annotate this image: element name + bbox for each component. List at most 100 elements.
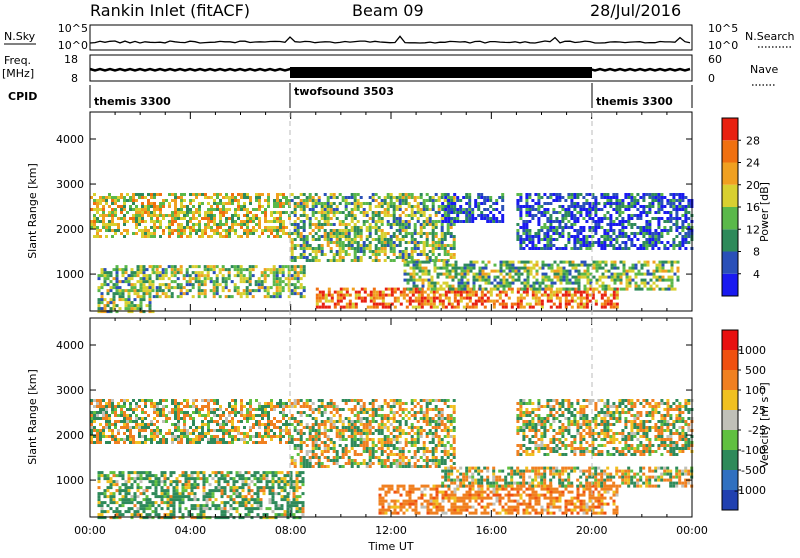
data-cell [512, 276, 515, 279]
data-cell [203, 513, 206, 516]
data-cell [414, 250, 417, 253]
data-cell [555, 196, 558, 199]
data-cell [375, 256, 378, 259]
data-cell [141, 423, 144, 426]
data-cell [576, 238, 579, 241]
data-cell [582, 229, 585, 232]
data-cell [660, 208, 663, 211]
data-cell [221, 513, 224, 516]
data-cell [312, 235, 315, 238]
data-cell [297, 226, 300, 229]
data-cell [246, 232, 249, 235]
data-cell [451, 291, 454, 294]
data-cell [222, 289, 225, 292]
data-cell [191, 483, 194, 486]
data-cell [393, 244, 396, 247]
data-cell [419, 270, 422, 273]
data-cell [410, 273, 413, 276]
data-cell [579, 211, 582, 214]
data-cell [629, 270, 632, 273]
data-cell [282, 286, 285, 289]
data-cell [300, 268, 303, 271]
data-cell [357, 229, 360, 232]
data-cell [198, 235, 201, 238]
data-cell [243, 193, 246, 196]
data-cell [412, 294, 415, 297]
data-cell [569, 282, 572, 285]
data-cell [378, 241, 381, 244]
data-cell [186, 399, 189, 402]
data-cell [678, 205, 681, 208]
data-cell [564, 214, 567, 217]
data-cell [388, 303, 391, 306]
data-cell [621, 199, 624, 202]
data-cell [222, 196, 225, 199]
data-cell [525, 235, 528, 238]
data-cell [454, 300, 457, 303]
data-cell [123, 202, 126, 205]
data-cell [183, 274, 186, 277]
data-cell [364, 300, 367, 303]
data-cell [303, 265, 306, 268]
data-cell [428, 273, 431, 276]
data-cell [246, 226, 249, 229]
data-cell [489, 217, 492, 220]
data-cell [237, 214, 240, 217]
data-cell [533, 285, 536, 288]
data-cell [390, 241, 393, 244]
data-cell [413, 279, 416, 282]
data-cell [174, 438, 177, 441]
data-cell [144, 435, 147, 438]
data-cell [444, 250, 447, 253]
data-cell [162, 438, 165, 441]
data-cell [297, 232, 300, 235]
data-cell [369, 229, 372, 232]
data-cell [177, 226, 180, 229]
data-cell [644, 261, 647, 264]
data-cell [538, 297, 541, 300]
data-cell [474, 199, 477, 202]
data-cell [327, 232, 330, 235]
data-cell [267, 435, 270, 438]
data-cell [421, 300, 424, 303]
data-cell [469, 291, 472, 294]
data-cell [297, 244, 300, 247]
data-cell [653, 288, 656, 291]
data-cell [173, 480, 176, 483]
data-cell [122, 268, 125, 271]
data-cell [131, 304, 134, 307]
data-cell [122, 471, 125, 474]
data-cell [189, 405, 192, 408]
data-cell [530, 267, 533, 270]
data-cell [203, 483, 206, 486]
data-cell [550, 291, 553, 294]
data-cell [168, 432, 171, 435]
data-cell [122, 298, 125, 301]
data-cell [537, 238, 540, 241]
data-cell [116, 286, 119, 289]
data-cell [177, 208, 180, 211]
data-cell [185, 474, 188, 477]
data-cell [159, 205, 162, 208]
data-cell [578, 279, 581, 282]
data-cell [231, 199, 234, 202]
data-cell [173, 471, 176, 474]
data-cell [462, 196, 465, 199]
data-cell [270, 226, 273, 229]
data-cell [426, 253, 429, 256]
data-cell [330, 202, 333, 205]
data-cell [399, 226, 402, 229]
data-cell [633, 214, 636, 217]
data-cell [98, 492, 101, 495]
data-cell [534, 202, 537, 205]
data-cell [252, 232, 255, 235]
data-cell [471, 217, 474, 220]
data-cell [140, 492, 143, 495]
data-cell [203, 480, 206, 483]
data-cell [198, 277, 201, 280]
data-cell [426, 205, 429, 208]
data-cell [318, 202, 321, 205]
data-cell [209, 498, 212, 501]
data-cell [600, 226, 603, 229]
